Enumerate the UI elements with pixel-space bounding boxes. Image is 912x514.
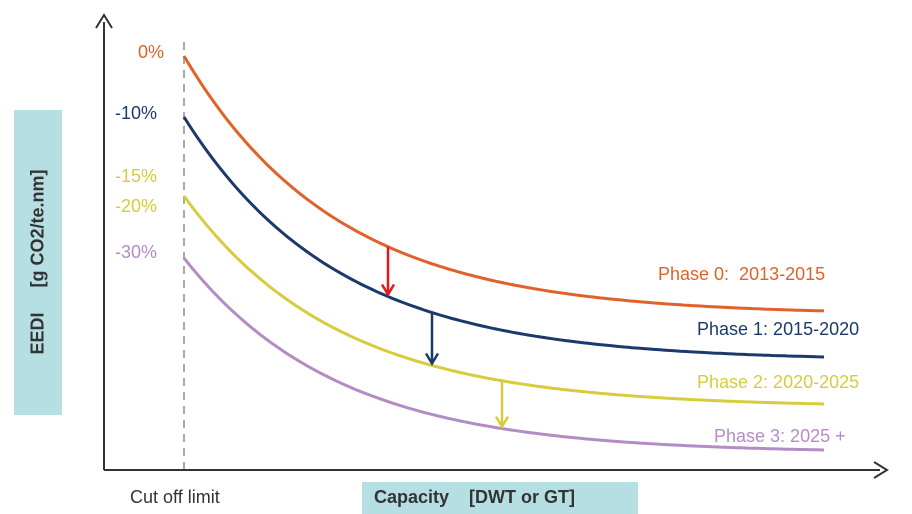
reduction-label-0: 0% bbox=[138, 42, 165, 62]
reduction-arrowhead-2 bbox=[494, 415, 510, 430]
reduction-label-10: -10% bbox=[115, 103, 158, 123]
x-axis-label-box bbox=[362, 482, 638, 514]
reduction-arrowhead-1 bbox=[424, 352, 440, 366]
phase-1-label: Phase 1: 2015-2020 bbox=[697, 319, 860, 339]
x-axis-arrowhead bbox=[873, 461, 889, 479]
y-axis-label-box bbox=[14, 110, 62, 415]
phase-3-label: Phase 3: 2025 + bbox=[714, 426, 846, 446]
phase-2-curve bbox=[182, 195, 825, 406]
phase-3-curve bbox=[182, 257, 825, 452]
phase-2-label: Phase 2: 2020-2025 bbox=[697, 372, 860, 392]
cutoff-label: Cut off limit bbox=[130, 487, 220, 507]
reduction-label-15: -15% bbox=[115, 166, 158, 186]
x-axis-label: Capacity [DWT or GT] bbox=[374, 487, 576, 507]
phase-0-label: Phase 0: 2013-2015 bbox=[658, 264, 826, 284]
reduction-arrowhead-0 bbox=[380, 283, 396, 297]
reduction-label-30: -30% bbox=[115, 242, 158, 262]
reduction-label-20: -20% bbox=[115, 196, 158, 216]
y-axis-label: EEDI [g CO2/te.nm] bbox=[27, 169, 48, 355]
phase-1-curve bbox=[182, 116, 825, 359]
phase-0-curve bbox=[182, 55, 825, 313]
y-axis-arrowhead bbox=[95, 13, 113, 29]
